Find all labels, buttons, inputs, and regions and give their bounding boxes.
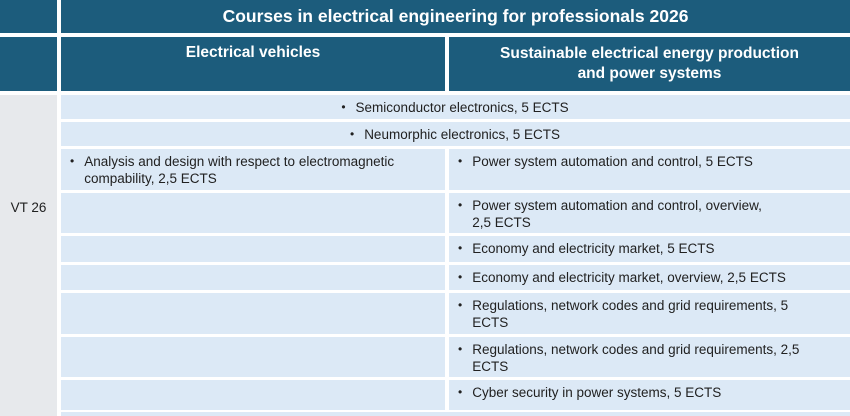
course-item-label: Regulations, network codes and grid requ… bbox=[472, 298, 789, 330]
bullet-icon: • bbox=[349, 127, 355, 141]
bullet-icon: • bbox=[70, 154, 75, 168]
bullet-icon: • bbox=[458, 342, 463, 356]
course-cell-right: • Regulations, network codes and grid re… bbox=[449, 337, 850, 377]
course-cell-left-empty bbox=[61, 337, 445, 377]
bullet-icon: • bbox=[458, 385, 463, 399]
bullet-icon: • bbox=[458, 154, 463, 168]
title-gutter-cell bbox=[0, 0, 57, 33]
course-cell-left: • Analysis and design with respect to el… bbox=[61, 149, 445, 190]
course-cell-right: • Economy and electricity market, 5 ECTS bbox=[449, 236, 850, 262]
course-item-label: Power system automation and control, ove… bbox=[472, 198, 762, 230]
bullet-icon: • bbox=[458, 298, 463, 312]
course-cell-left-empty bbox=[61, 380, 445, 410]
course-cell-left-empty bbox=[61, 236, 445, 262]
bullet-icon: • bbox=[341, 100, 346, 114]
course-cell-left-empty bbox=[61, 293, 445, 334]
semester-label: VT 26 bbox=[10, 200, 47, 215]
course-cell-right: • Power system automation and control, o… bbox=[449, 193, 850, 233]
bullet-icon: • bbox=[458, 198, 463, 212]
column-header-electrical-vehicles: Electrical vehicles bbox=[61, 37, 445, 91]
course-cell-right: • Economy and electricity market, overvi… bbox=[449, 265, 850, 290]
course-cell-right: • Power system automation and control, 5… bbox=[449, 149, 850, 190]
course-item-label: Regulations, network codes and grid requ… bbox=[472, 342, 800, 374]
course-cell-right: • Regulations, network codes and grid re… bbox=[449, 293, 850, 334]
course-item-label: Cyber security in power systems, 5 ECTS bbox=[472, 385, 722, 400]
course-item-label: Economy and electricity market, overview… bbox=[472, 270, 786, 285]
column-header-sustainable-energy: Sustainable electrical energy production… bbox=[449, 37, 850, 91]
table-title: Courses in electrical engineering for pr… bbox=[61, 0, 850, 33]
course-item-label: Power system automation and control, 5 E… bbox=[472, 154, 753, 169]
bullet-icon: • bbox=[458, 270, 463, 284]
course-row-semiconductor: • Semiconductor electronics, 5 ECTS bbox=[61, 95, 850, 119]
course-item-label: Economy and electricity market, 5 ECTS bbox=[472, 241, 715, 256]
course-item-label: Neumorphic electronics, 5 ECTS bbox=[364, 127, 561, 142]
bottom-cropped-row-strip bbox=[61, 412, 850, 416]
course-cell-left-empty bbox=[61, 265, 445, 290]
course-cell-right: • Cyber security in power systems, 5 ECT… bbox=[449, 380, 850, 410]
header-gutter-cell bbox=[0, 37, 57, 91]
course-cell-left-empty bbox=[61, 193, 445, 233]
semester-gutter: VT 26 bbox=[0, 95, 57, 416]
course-row-neumorphic: • Neumorphic electronics, 5 ECTS bbox=[61, 122, 850, 146]
course-item-label: Analysis and design with respect to elec… bbox=[84, 154, 395, 186]
course-item-label: Semiconductor electronics, 5 ECTS bbox=[355, 100, 569, 115]
bullet-icon: • bbox=[458, 241, 463, 255]
